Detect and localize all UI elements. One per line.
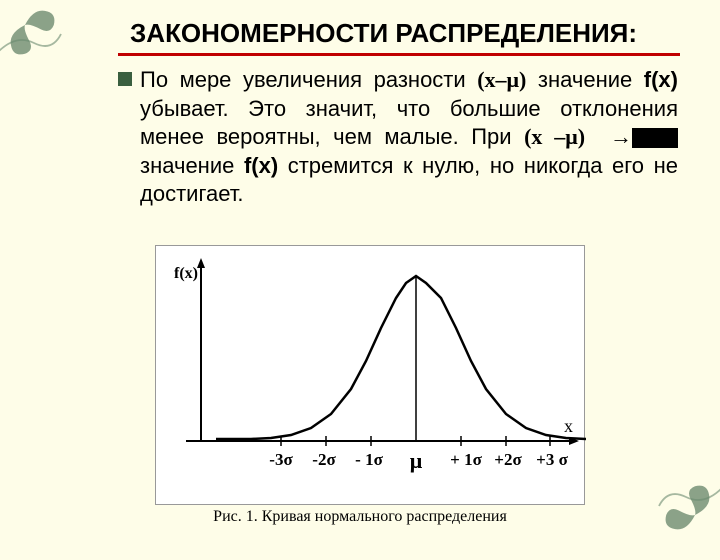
content-area: По мере увеличения разности (x–μ) значен… bbox=[0, 56, 720, 209]
text-part3: убывает. Это значит, что большие отклоне… bbox=[140, 96, 678, 150]
tick-neg1: - 1σ bbox=[355, 450, 383, 469]
tick-neg2: -2σ bbox=[312, 450, 336, 469]
mu-label: μ bbox=[410, 448, 423, 473]
text-part2: значение bbox=[526, 67, 643, 92]
bullet-icon bbox=[118, 72, 132, 86]
text-diff: (x–μ) bbox=[477, 67, 526, 92]
bell-curve bbox=[216, 276, 586, 439]
body-paragraph: По мере увеличения разности (x–μ) значен… bbox=[140, 66, 678, 209]
text-fx2: f(x) bbox=[244, 153, 278, 178]
page-title: ЗАКОНОМЕРНОСТИ РАСПРЕДЕЛЕНИЯ: bbox=[0, 0, 720, 53]
y-axis-label: f(x) bbox=[174, 265, 198, 282]
text-part1: По мере увеличения разности bbox=[140, 67, 477, 92]
text-part4: значение bbox=[140, 153, 244, 178]
tick-neg3: -3σ bbox=[269, 450, 293, 469]
x-axis-label: x bbox=[564, 416, 573, 436]
chart-container: f(x) x -3σ -2σ - 1σ μ + 1σ +2σ +3 σ bbox=[155, 245, 585, 505]
figure-caption: Рис. 1. Кривая нормального распределения bbox=[0, 508, 720, 526]
text-arrow: → bbox=[610, 124, 632, 149]
text-diff2: (x –μ) bbox=[524, 124, 585, 149]
tick-pos1: + 1σ bbox=[450, 450, 482, 469]
tick-pos2: +2σ bbox=[494, 450, 522, 469]
text-fx1: f(x) bbox=[644, 67, 678, 92]
normal-distribution-chart: f(x) x -3σ -2σ - 1σ μ + 1σ +2σ +3 σ bbox=[156, 246, 586, 506]
tick-pos3: +3 σ bbox=[536, 450, 568, 469]
redaction-box bbox=[632, 128, 678, 148]
corner-decoration-tl bbox=[0, 0, 70, 70]
y-axis-arrow bbox=[197, 258, 205, 268]
